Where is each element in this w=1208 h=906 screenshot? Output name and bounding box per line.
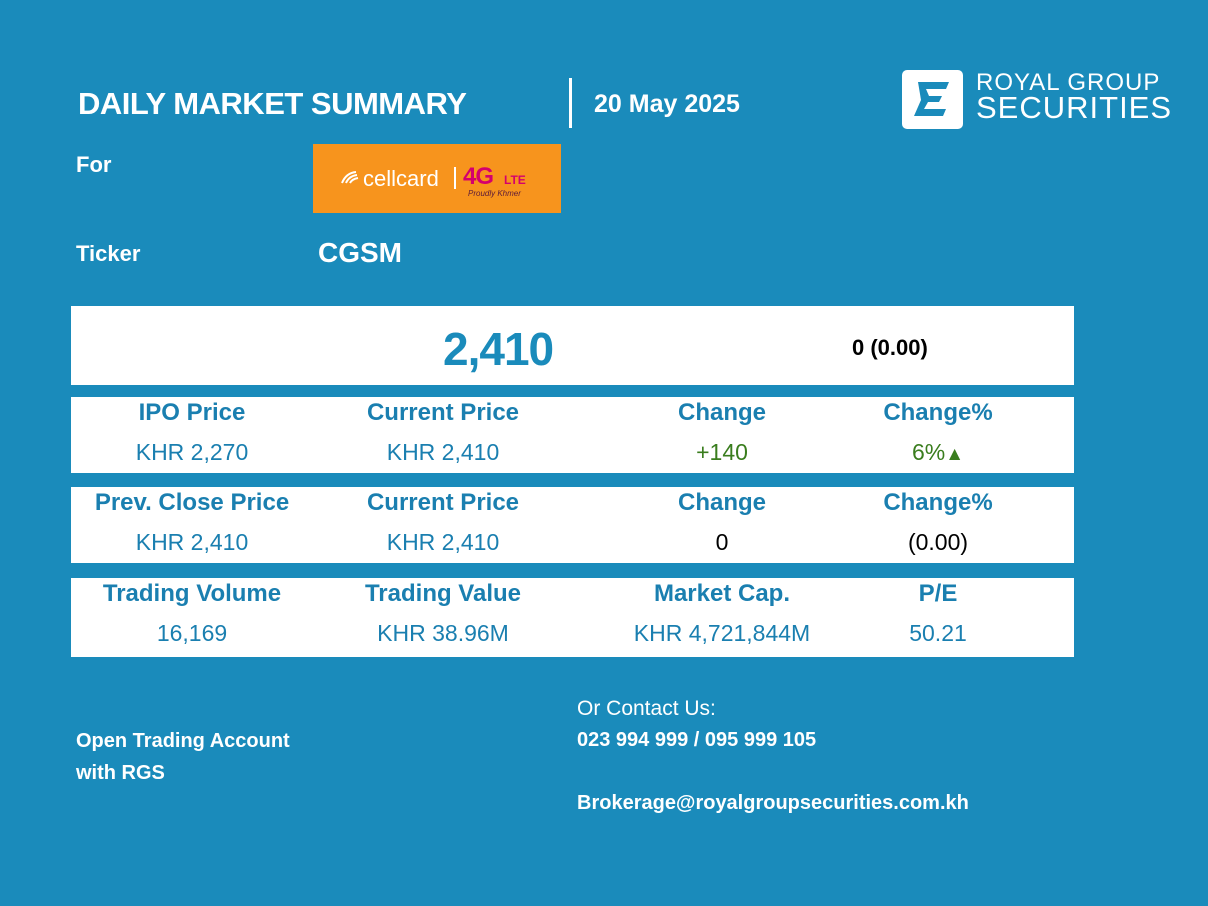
trading-value-header: Trading Value [364, 580, 522, 607]
page-title: DAILY MARKET SUMMARY [78, 86, 467, 121]
cellcard-signal-icon [341, 171, 359, 184]
current-price-value: KHR 2,410 [386, 439, 500, 465]
cta-line-1: Open Trading Account [76, 730, 290, 752]
current-price-header: Current Price [366, 399, 520, 426]
ipo-comparison-panel: IPO Price Current Price Change Change% K… [71, 397, 1074, 473]
cellcard-4g: 4G [463, 163, 494, 190]
market-cap-header: Market Cap. [653, 580, 791, 607]
trading-value-value: KHR 38.96M [377, 620, 509, 646]
market-cap-value: KHR 4,721,844M [633, 620, 811, 646]
brand-line-2: SECURITIES [976, 89, 1173, 125]
pe-value: 50.21 [909, 620, 967, 646]
prev-close-value: KHR 2,410 [135, 529, 249, 555]
trading-stats-panel: Trading Volume Trading Value Market Cap.… [71, 578, 1074, 657]
cta-line-2: with RGS [76, 762, 165, 784]
cellcard-divider [454, 167, 456, 189]
ipo-price-value: KHR 2,270 [135, 439, 249, 465]
prev-close-header: Prev. Close Price [94, 489, 290, 516]
change-percent-value: 6%▲ [818, 439, 1058, 466]
up-arrow-icon: ▲ [945, 444, 965, 465]
contact-label: Or Contact Us: [577, 697, 716, 720]
change-header: Change [677, 489, 766, 516]
change-percent-value: (0.00) [907, 529, 969, 555]
change-value: 0 [715, 529, 729, 555]
change-header: Change [677, 399, 766, 426]
prev-close-panel: Prev. Close Price Current Price Change C… [71, 487, 1074, 563]
change-value: +140 [696, 439, 748, 465]
change-percent-header: Change% [883, 399, 993, 426]
cellcard-logo: cellcard 4G LTE Proudly Khmer [313, 144, 561, 213]
current-price-value: KHR 2,410 [386, 529, 500, 555]
rgs-logo-text: ROYAL GROUP SECURITIES [976, 69, 1173, 125]
email-address: Brokerage@royalgroupsecurities.com.kh [577, 792, 969, 814]
report-date: 20 May 2025 [594, 90, 740, 118]
trading-volume-header: Trading Volume [102, 580, 282, 607]
daily-change: 0 (0.00) [852, 335, 928, 360]
price-panel: 2,410 0 (0.00) [71, 306, 1074, 385]
open-account-cta: Open Trading Account with RGS [76, 725, 290, 789]
for-label: For [76, 152, 112, 177]
brand-line-1: ROYAL GROUP [976, 69, 1161, 96]
pe-header: P/E [918, 580, 958, 607]
trading-volume-value: 16,169 [156, 620, 228, 646]
change-percent-header: Change% [883, 489, 993, 516]
current-price: 2,410 [443, 323, 554, 375]
ticker-symbol: CGSM [318, 237, 402, 268]
ipo-price-header: IPO Price [138, 399, 246, 426]
phone-numbers: 023 994 999 / 095 999 105 [577, 729, 817, 751]
cellcard-tagline: Proudly Khmer [468, 189, 521, 198]
cellcard-wordmark: cellcard [363, 166, 439, 191]
current-price-header: Current Price [366, 489, 520, 516]
change-percent-text: 6% [911, 439, 946, 465]
header-divider [569, 78, 572, 128]
ticker-label: Ticker [76, 241, 141, 266]
cellcard-lte: LTE [504, 173, 526, 187]
rgs-logo-icon [902, 70, 963, 129]
